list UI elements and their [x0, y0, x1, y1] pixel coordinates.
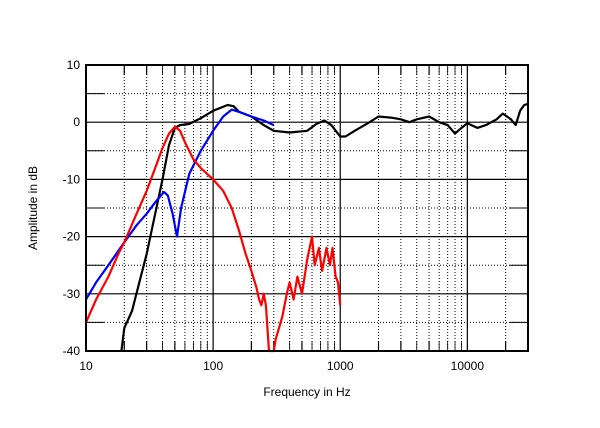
x-axis-label: Frequency in Hz — [263, 385, 350, 399]
x-tick-label: 1000 — [327, 359, 354, 373]
y-tick-label: 0 — [73, 115, 80, 129]
y-tick-labels: 10 0 -10 -20 -30 -40 — [63, 58, 81, 358]
y-axis-label: Amplitude in dB — [26, 166, 40, 250]
y-tick-label: -20 — [63, 230, 81, 244]
y-tick-label: -10 — [63, 172, 81, 186]
y-tick-label: -40 — [63, 344, 81, 358]
x-tick-label: 10000 — [451, 359, 485, 373]
plot-frame — [85, 64, 529, 352]
curves — [84, 102, 529, 353]
series-line-0 — [120, 102, 529, 352]
y-tick-label: 10 — [67, 58, 81, 72]
series-line-1 — [85, 108, 275, 301]
x-tick-label: 100 — [203, 359, 223, 373]
series-line-2 — [84, 125, 342, 353]
y-tick-label: -30 — [63, 287, 81, 301]
grid — [86, 65, 529, 351]
x-tick-labels: 10 100 1000 10000 — [79, 359, 484, 373]
x-tick-label: 10 — [79, 359, 93, 373]
